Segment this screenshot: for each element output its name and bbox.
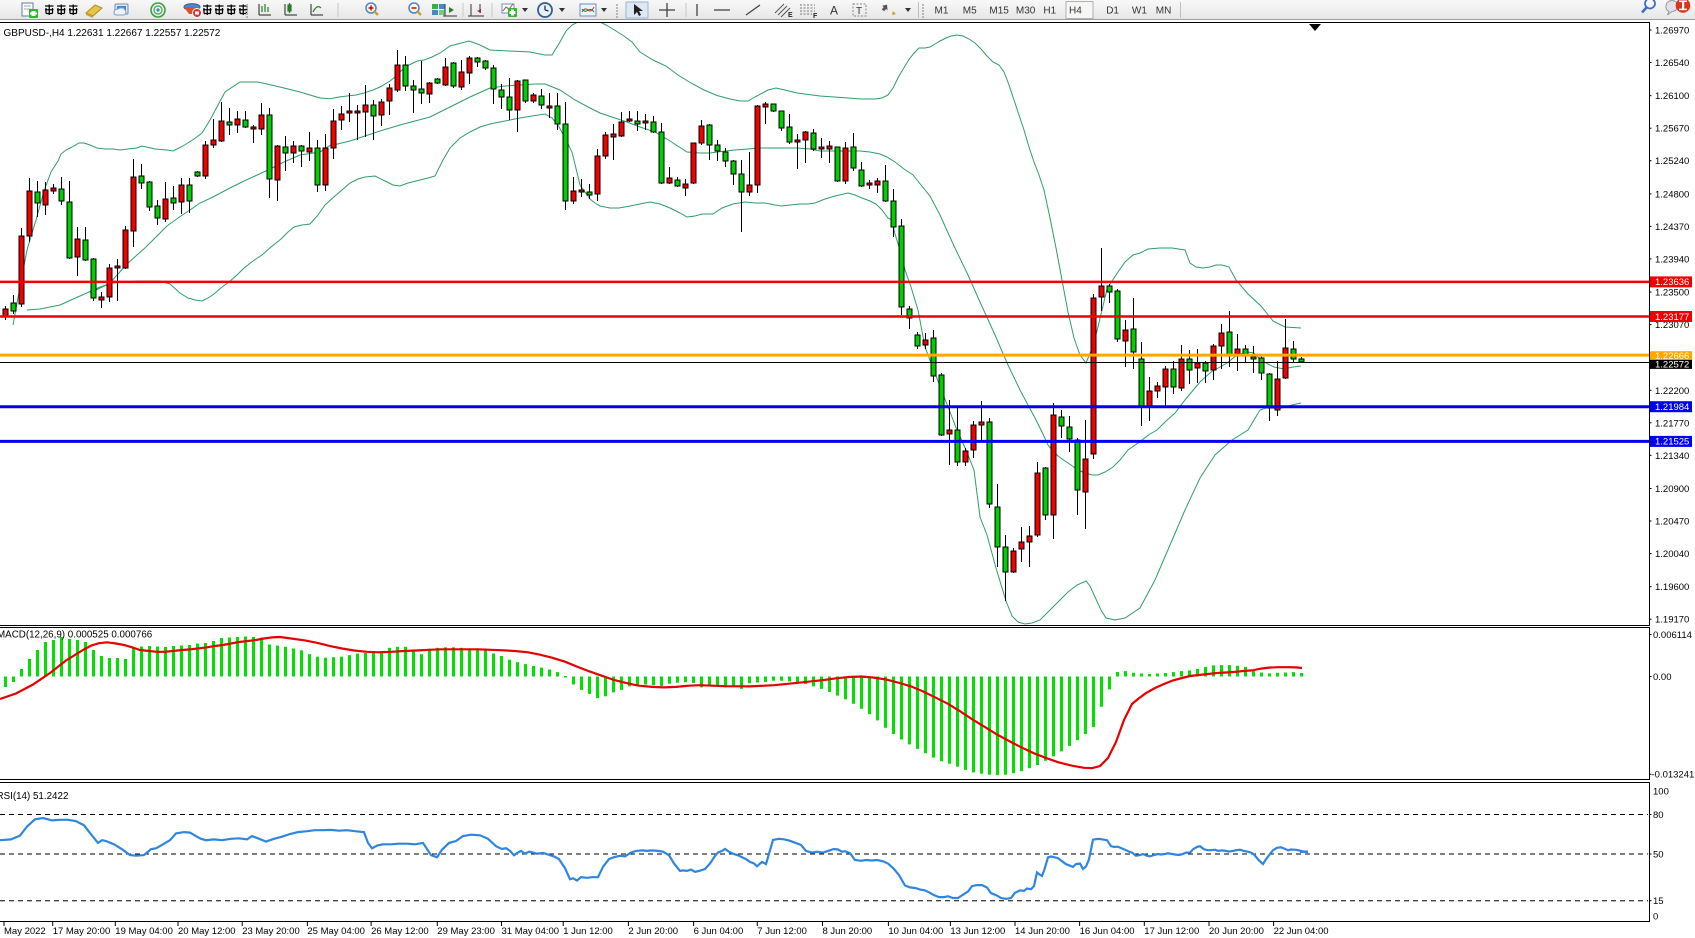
svg-text:D1: D1 bbox=[1106, 6, 1119, 17]
svg-text:80: 80 bbox=[1653, 810, 1664, 821]
svg-text:22 Jun 04:00: 22 Jun 04:00 bbox=[1274, 926, 1329, 937]
svg-text:1.25670: 1.25670 bbox=[1655, 124, 1689, 135]
svg-text:H4: H4 bbox=[1069, 6, 1082, 17]
svg-text:1.21984: 1.21984 bbox=[1655, 402, 1689, 413]
svg-text:1.21340: 1.21340 bbox=[1655, 451, 1689, 462]
svg-text:1.23500: 1.23500 bbox=[1655, 288, 1689, 299]
svg-text:1.22200: 1.22200 bbox=[1655, 386, 1689, 397]
svg-text:13 Jun 12:00: 13 Jun 12:00 bbox=[950, 926, 1005, 937]
svg-text:1.26970: 1.26970 bbox=[1655, 26, 1689, 37]
svg-text:1.23070: 1.23070 bbox=[1655, 320, 1689, 331]
svg-text:RSI(14) 51.2422: RSI(14) 51.2422 bbox=[0, 791, 68, 802]
svg-text:25 May 04:00: 25 May 04:00 bbox=[307, 926, 365, 937]
svg-text:2 Jun 20:00: 2 Jun 20:00 bbox=[628, 926, 678, 937]
svg-text:6 Jun 04:00: 6 Jun 04:00 bbox=[694, 926, 744, 937]
svg-text:MACD(12,26,9) 0.000525 0.00076: MACD(12,26,9) 0.000525 0.000766 bbox=[0, 630, 153, 641]
svg-text:M30: M30 bbox=[1016, 6, 1036, 17]
svg-text:100: 100 bbox=[1653, 787, 1669, 798]
svg-text:M5: M5 bbox=[963, 6, 977, 17]
svg-text:May 2022: May 2022 bbox=[4, 926, 46, 937]
svg-text:1.26540: 1.26540 bbox=[1655, 58, 1689, 69]
svg-text:17 May 20:00: 17 May 20:00 bbox=[53, 926, 111, 937]
svg-text:20 Jun 20:00: 20 Jun 20:00 bbox=[1209, 926, 1264, 937]
svg-text:26 May 12:00: 26 May 12:00 bbox=[371, 926, 429, 937]
svg-text:14 Jun 20:00: 14 Jun 20:00 bbox=[1015, 926, 1070, 937]
svg-text:M1: M1 bbox=[935, 6, 949, 17]
svg-text:20 May 12:00: 20 May 12:00 bbox=[178, 926, 236, 937]
svg-text:F: F bbox=[813, 13, 818, 20]
svg-text:0.006114: 0.006114 bbox=[1653, 630, 1692, 641]
svg-text:1.26100: 1.26100 bbox=[1655, 91, 1689, 102]
svg-text:A: A bbox=[830, 4, 838, 18]
svg-text:15: 15 bbox=[1653, 896, 1664, 907]
svg-text:16 Jun 04:00: 16 Jun 04:00 bbox=[1080, 926, 1135, 937]
svg-text:1.22666: 1.22666 bbox=[1655, 351, 1689, 362]
svg-text:M15: M15 bbox=[989, 6, 1009, 17]
svg-text:7 Jun 12:00: 7 Jun 12:00 bbox=[757, 926, 807, 937]
svg-text:1.23636: 1.23636 bbox=[1655, 277, 1689, 288]
svg-text:1 Jun 12:00: 1 Jun 12:00 bbox=[563, 926, 613, 937]
svg-text:19 May 04:00: 19 May 04:00 bbox=[115, 926, 173, 937]
svg-text:1.20900: 1.20900 bbox=[1655, 484, 1689, 495]
svg-text:1.25240: 1.25240 bbox=[1655, 156, 1689, 167]
svg-text:31 May 04:00: 31 May 04:00 bbox=[502, 926, 560, 937]
svg-text:1.24370: 1.24370 bbox=[1655, 222, 1689, 233]
svg-text:1.20470: 1.20470 bbox=[1655, 517, 1689, 528]
svg-text:W1: W1 bbox=[1132, 6, 1147, 17]
svg-text:H1: H1 bbox=[1043, 6, 1056, 17]
svg-text:1.21525: 1.21525 bbox=[1655, 437, 1689, 448]
svg-text:1.19600: 1.19600 bbox=[1655, 582, 1689, 593]
svg-text:1.20040: 1.20040 bbox=[1655, 549, 1689, 560]
svg-text:1.23940: 1.23940 bbox=[1655, 254, 1689, 265]
svg-text:50: 50 bbox=[1653, 850, 1664, 861]
svg-text:23 May 20:00: 23 May 20:00 bbox=[242, 926, 300, 937]
svg-text:1.23177: 1.23177 bbox=[1655, 312, 1689, 323]
svg-text:MN: MN bbox=[1156, 6, 1172, 17]
svg-text:1.22572: 1.22572 bbox=[1655, 360, 1689, 371]
svg-text:10 Jun 04:00: 10 Jun 04:00 bbox=[888, 926, 943, 937]
svg-text:29 May 23:00: 29 May 23:00 bbox=[437, 926, 495, 937]
svg-text:GBPUSD-,H4 1.22631 1.22667 1.: GBPUSD-,H4 1.22631 1.22667 1.22557 1.225… bbox=[4, 28, 221, 39]
svg-text:1.21770: 1.21770 bbox=[1655, 418, 1689, 429]
svg-text:0.00: 0.00 bbox=[1653, 672, 1672, 683]
svg-text:1.24800: 1.24800 bbox=[1655, 189, 1689, 200]
svg-text:T: T bbox=[856, 6, 862, 17]
svg-text:0: 0 bbox=[1653, 911, 1658, 922]
svg-text:E: E bbox=[788, 12, 793, 19]
svg-text:-0.013241: -0.013241 bbox=[1652, 770, 1695, 781]
svg-text:17 Jun 12:00: 17 Jun 12:00 bbox=[1144, 926, 1199, 937]
svg-text:1.19170: 1.19170 bbox=[1655, 615, 1689, 626]
svg-text:8 Jun 20:00: 8 Jun 20:00 bbox=[823, 926, 873, 937]
